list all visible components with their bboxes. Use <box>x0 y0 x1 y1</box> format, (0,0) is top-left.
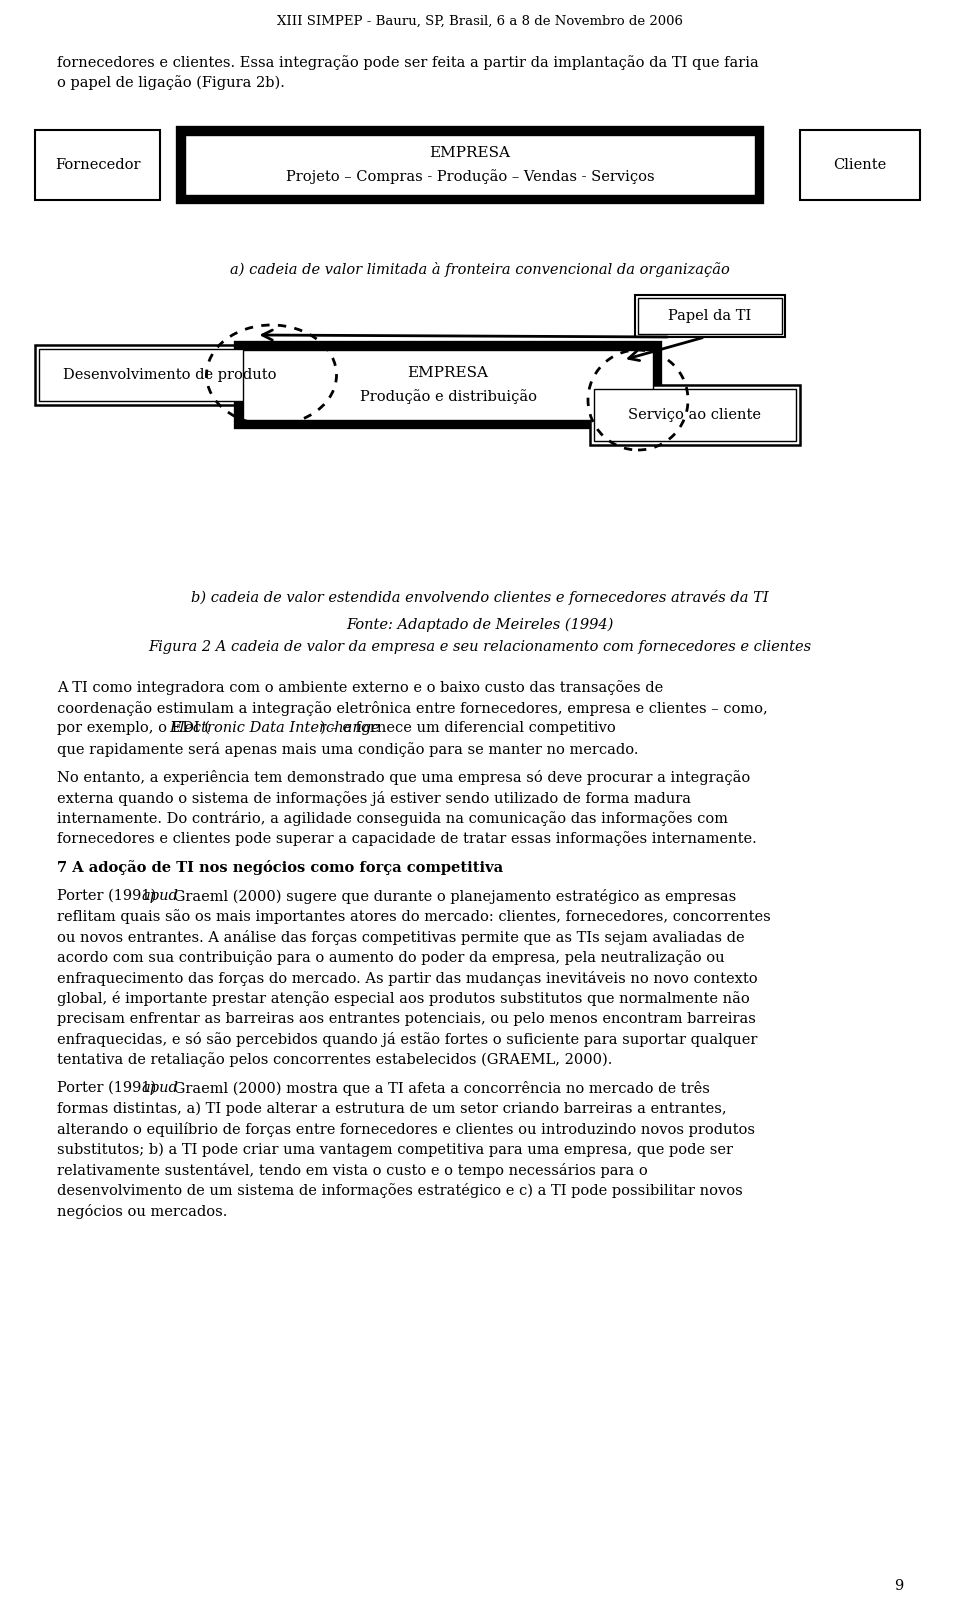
Text: alterando o equilíbrio de forças entre fornecedores e clientes ou introduzindo n: alterando o equilíbrio de forças entre f… <box>57 1121 755 1138</box>
Text: Electronic Data Interchange: Electronic Data Interchange <box>169 721 380 735</box>
Text: Fonte: Adaptado de Meireles (1994): Fonte: Adaptado de Meireles (1994) <box>347 618 613 632</box>
Bar <box>638 298 782 335</box>
Text: EMPRESA: EMPRESA <box>429 146 511 159</box>
Bar <box>243 351 653 420</box>
Text: desenvolvimento de um sistema de informações estratégico e c) a TI pode possibil: desenvolvimento de um sistema de informa… <box>57 1184 743 1199</box>
Text: Desenvolvimento de produto: Desenvolvimento de produto <box>63 368 276 381</box>
Text: Papel da TI: Papel da TI <box>668 309 752 323</box>
Text: apud: apud <box>141 888 178 903</box>
Text: internamente. Do contrário, a agilidade conseguida na comunicação das informaçõe: internamente. Do contrário, a agilidade … <box>57 811 728 825</box>
Text: enfraquecimento das forças do mercado. As partir das mudanças inevitáveis no nov: enfraquecimento das forças do mercado. A… <box>57 970 757 985</box>
Text: Produção e distribuição: Produção e distribuição <box>359 389 537 404</box>
Text: global, é importante prestar atenção especial aos produtos substitutos que norma: global, é importante prestar atenção esp… <box>57 991 750 1006</box>
Text: formas distintas, a) TI pode alterar a estrutura de um setor criando barreiras a: formas distintas, a) TI pode alterar a e… <box>57 1102 727 1117</box>
Text: fornecedores e clientes. Essa integração pode ser feita a partir da implantação : fornecedores e clientes. Essa integração… <box>57 55 758 69</box>
Text: precisam enfrentar as barreiras aos entrantes potenciais, ou pelo menos encontra: precisam enfrentar as barreiras aos entr… <box>57 1012 756 1025</box>
Text: enfraquecidas, e só são percebidos quando já estão fortes o suficiente para supo: enfraquecidas, e só são percebidos quand… <box>57 1031 757 1047</box>
Text: fornecedores e clientes pode superar a capacidade de tratar essas informações in: fornecedores e clientes pode superar a c… <box>57 832 756 846</box>
Text: a) cadeia de valor limitada à fronteira convencional da organização: a) cadeia de valor limitada à fronteira … <box>230 262 730 277</box>
Text: que rapidamente será apenas mais uma condição para se manter no mercado.: que rapidamente será apenas mais uma con… <box>57 742 638 756</box>
Bar <box>590 385 800 446</box>
Text: por exemplo, o EDI (: por exemplo, o EDI ( <box>57 721 210 735</box>
Text: negócios ou mercados.: negócios ou mercados. <box>57 1204 228 1220</box>
Text: ) – e fornece um diferencial competitivo: ) – e fornece um diferencial competitivo <box>321 721 616 735</box>
Text: ou novos entrantes. A análise das forças competitivas permite que as TIs sejam a: ou novos entrantes. A análise das forças… <box>57 930 745 944</box>
Bar <box>635 294 785 336</box>
Bar <box>594 389 796 441</box>
Text: A TI como integradora com o ambiente externo e o baixo custo das transações de: A TI como integradora com o ambiente ext… <box>57 681 663 695</box>
Text: No entanto, a experiência tem demonstrado que uma empresa só deve procurar a int: No entanto, a experiência tem demonstrad… <box>57 771 751 785</box>
Text: externa quando o sistema de informações já estiver sendo utilizado de forma madu: externa quando o sistema de informações … <box>57 790 691 806</box>
Text: 7 A adoção de TI nos negócios como força competitiva: 7 A adoção de TI nos negócios como força… <box>57 859 503 875</box>
Bar <box>39 349 301 401</box>
Text: substitutos; b) a TI pode criar uma vantagem competitiva para uma empresa, que p: substitutos; b) a TI pode criar uma vant… <box>57 1142 733 1157</box>
Text: Fornecedor: Fornecedor <box>55 158 140 172</box>
Text: EMPRESA: EMPRESA <box>407 365 489 380</box>
Text: apud: apud <box>141 1081 178 1096</box>
Bar <box>35 130 160 200</box>
Text: reflitam quais são os mais importantes atores do mercado: clientes, fornecedores: reflitam quais são os mais importantes a… <box>57 909 771 924</box>
Text: Porter (1991): Porter (1991) <box>57 1081 161 1096</box>
Text: XIII SIMPEP - Bauru, SP, Brasil, 6 a 8 de Novembro de 2006: XIII SIMPEP - Bauru, SP, Brasil, 6 a 8 d… <box>277 14 683 27</box>
Bar <box>180 130 760 200</box>
Bar <box>185 135 755 195</box>
Text: acordo com sua contribuição para o aumento do poder da empresa, pela neutralizaç: acordo com sua contribuição para o aumen… <box>57 949 725 965</box>
Bar <box>35 344 305 405</box>
Text: Serviço ao cliente: Serviço ao cliente <box>629 409 761 422</box>
Text: b) cadeia de valor estendida envolvendo clientes e fornecedores através da TI: b) cadeia de valor estendida envolvendo … <box>191 591 769 605</box>
Text: tentativa de retaliação pelos concorrentes estabelecidos (GRAEML, 2000).: tentativa de retaliação pelos concorrent… <box>57 1052 612 1067</box>
Text: Projeto – Compras - Produção – Vendas - Serviços: Projeto – Compras - Produção – Vendas - … <box>286 169 655 185</box>
Text: Figura 2 A cadeia de valor da empresa e seu relacionamento com fornecedores e cl: Figura 2 A cadeia de valor da empresa e … <box>149 640 811 653</box>
Text: Graeml (2000) mostra que a TI afeta a concorrência no mercado de três: Graeml (2000) mostra que a TI afeta a co… <box>169 1081 709 1096</box>
Text: o papel de ligação (Figura 2b).: o papel de ligação (Figura 2b). <box>57 76 285 90</box>
Text: coordenação estimulam a integração eletrônica entre fornecedores, empresa e clie: coordenação estimulam a integração eletr… <box>57 700 768 716</box>
Bar <box>238 344 658 425</box>
Text: Cliente: Cliente <box>833 158 887 172</box>
Text: Porter (1991): Porter (1991) <box>57 888 161 903</box>
Text: Graeml (2000) sugere que durante o planejamento estratégico as empresas: Graeml (2000) sugere que durante o plane… <box>169 888 736 904</box>
Text: relativamente sustentável, tendo em vista o custo e o tempo necessários para o: relativamente sustentável, tendo em vist… <box>57 1163 648 1178</box>
Text: 9: 9 <box>894 1578 903 1593</box>
Bar <box>800 130 920 200</box>
